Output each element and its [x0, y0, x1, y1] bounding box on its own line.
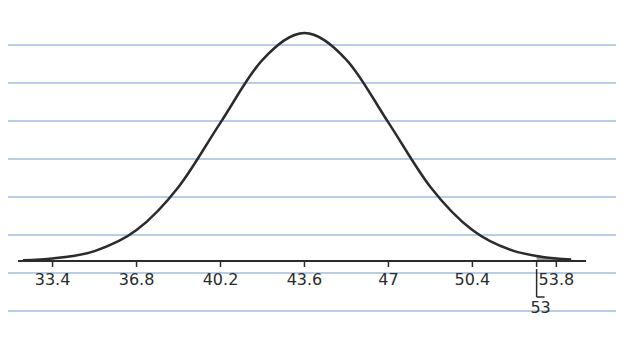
svg-text:33.4: 33.4	[35, 270, 71, 289]
svg-text:36.8: 36.8	[119, 270, 155, 289]
svg-text:53.8: 53.8	[539, 270, 575, 289]
svg-text:50.4: 50.4	[455, 270, 491, 289]
svg-text:53: 53	[530, 298, 550, 317]
svg-text:47: 47	[378, 270, 398, 289]
svg-text:40.2: 40.2	[203, 270, 239, 289]
svg-text:43.6: 43.6	[287, 270, 323, 289]
